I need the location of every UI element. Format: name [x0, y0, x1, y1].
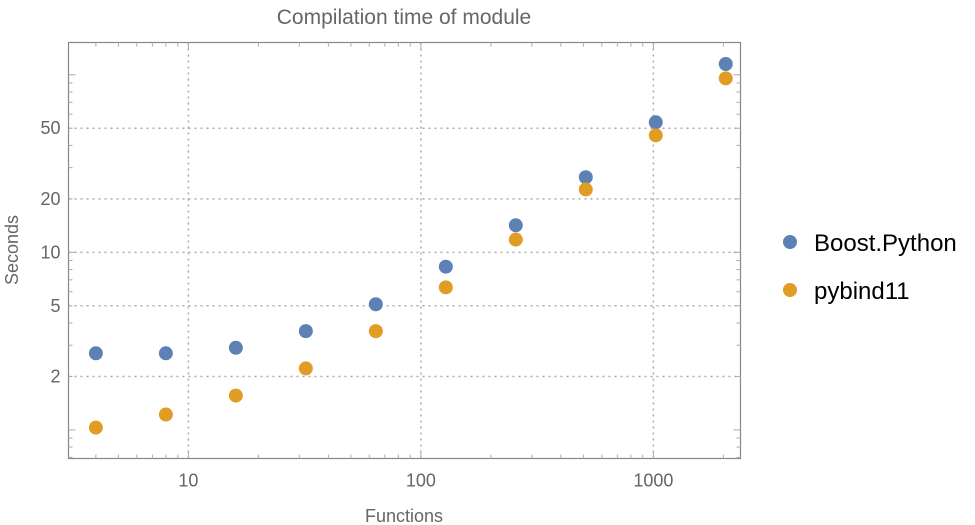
point-pybind11-64 — [368, 324, 383, 339]
legend: Boost.Python pybind11 — [783, 230, 957, 305]
x-tick-label: 100 — [406, 471, 436, 491]
legend-label-pybind11: pybind11 — [814, 278, 910, 305]
data-points — [88, 57, 733, 435]
point-boost-python-64 — [368, 297, 383, 312]
y-tick-label: 5 — [50, 296, 60, 316]
point-pybind11-512 — [578, 182, 593, 197]
point-pybind11-8 — [158, 407, 173, 422]
point-pybind11-32 — [298, 361, 313, 376]
y-tick-label: 10 — [40, 242, 60, 262]
y-tick-label: 2 — [50, 366, 60, 386]
chart-title: Compilation time of module — [277, 6, 531, 29]
x-axis-label: Functions — [365, 506, 443, 525]
x-tick-label: 1000 — [633, 471, 673, 491]
point-pybind11-256 — [508, 232, 523, 247]
point-boost-python-1024 — [648, 115, 663, 130]
point-boost-python-4 — [88, 346, 103, 361]
axis-ticks: 10 100 1000 2 5 10 20 50 — [40, 42, 741, 491]
point-pybind11-1024 — [648, 128, 663, 143]
point-boost-python-128 — [438, 259, 453, 274]
point-boost-python-32 — [298, 324, 313, 339]
point-boost-python-16 — [228, 340, 243, 355]
legend-label-boost-python: Boost.Python — [814, 230, 957, 257]
y-tick-label: 50 — [40, 118, 60, 138]
grid — [68, 42, 741, 459]
point-boost-python-512 — [578, 170, 593, 185]
x-tick-label: 10 — [178, 471, 198, 491]
point-boost-python-8 — [158, 346, 173, 361]
y-axis-label: Seconds — [2, 215, 22, 285]
point-pybind11-4 — [88, 420, 103, 435]
point-pybind11-2048 — [718, 71, 733, 86]
point-pybind11-16 — [228, 388, 243, 403]
point-pybind11-128 — [438, 280, 453, 295]
point-boost-python-256 — [508, 218, 523, 233]
y-tick-label: 20 — [40, 189, 60, 209]
point-boost-python-2048 — [718, 57, 733, 72]
legend-marker-boost-python — [783, 235, 797, 249]
legend-marker-pybind11 — [783, 283, 797, 297]
plot-frame — [67, 41, 742, 460]
